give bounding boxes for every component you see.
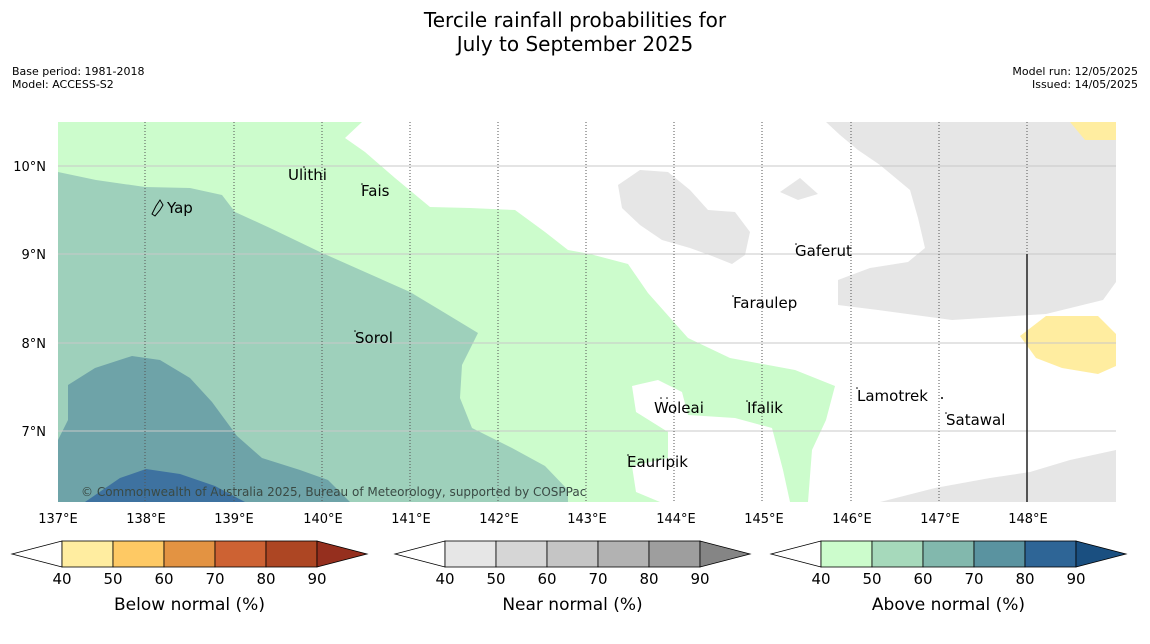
- near-normal-colorbar-low-arrow: [393, 540, 446, 568]
- place-ifalik: Ifalik: [747, 399, 783, 417]
- above-normal-colorbar-segment: [922, 540, 975, 568]
- title-line-2: July to September 2025: [456, 32, 694, 56]
- near-normal-colorbar-tick: 90: [690, 570, 709, 588]
- near-normal-colorbar-tick: 80: [639, 570, 658, 588]
- near-normal-colorbar-segment: [444, 540, 497, 568]
- lon-label-141e: 141°E: [391, 512, 431, 527]
- near-normal-colorbar-segment: [495, 540, 548, 568]
- lon-label-145e: 145°E: [744, 512, 784, 527]
- below-normal-colorbar-segment: [214, 540, 267, 568]
- lat-label-7n: 7°N: [22, 425, 47, 440]
- colorbar-legends: 40 50 60 70 80 90 Below normal (%) 40 50 60 70 80 90…: [10, 540, 1128, 615]
- near-normal-colorbar-segment: [648, 540, 701, 568]
- lon-label-148e: 148°E: [1008, 512, 1048, 527]
- model-run: Model run: 12/05/2025: [1012, 65, 1138, 78]
- below-normal-colorbar-segment: [61, 540, 114, 568]
- title-line-1: Tercile rainfall probabilities for: [423, 8, 727, 32]
- near-normal-colorbar-high-arrow: [699, 540, 752, 568]
- place-sorol: Sorol: [355, 329, 393, 347]
- above-normal-colorbar-segment: [1024, 540, 1077, 568]
- below-normal-colorbar-label: Below normal (%): [114, 595, 265, 615]
- place-satawal: Satawal: [946, 411, 1005, 429]
- lon-label-147e: 147°E: [920, 512, 960, 527]
- longitude-labels: 137°E 138°E 139°E 140°E 141°E 142°E 143°…: [38, 512, 1048, 527]
- place-labels: Ulithi Fais Yap Gaferut Faraulep Sorol L…: [166, 166, 1005, 471]
- meta-right: Model run: 12/05/2025 Issued: 14/05/2025: [1012, 65, 1138, 91]
- above-normal-colorbar: 40 50 60 70 80 90 Above normal (%): [769, 540, 1128, 615]
- near-normal-colorbar-label: Near normal (%): [502, 595, 642, 615]
- lat-label-10n: 10°N: [13, 160, 46, 175]
- near-normal-region-west: [618, 170, 750, 264]
- below-normal-colorbar-low-arrow: [10, 540, 63, 568]
- lon-label-139e: 139°E: [214, 512, 254, 527]
- above-normal-colorbar-label: Above normal (%): [872, 595, 1025, 615]
- below-normal-colorbar-segment: [112, 540, 165, 568]
- place-lamotrek: Lamotrek: [857, 387, 928, 405]
- below-normal-colorbar-high-arrow: [316, 540, 369, 568]
- below-normal-region-right: [1020, 316, 1116, 374]
- above-normal-colorbar-low-arrow: [769, 540, 822, 568]
- meta-left: Base period: 1981-2018 Model: ACCESS-S2: [12, 65, 144, 91]
- below-normal-colorbar-segment: [265, 540, 318, 568]
- above-normal-colorbar-tick: 60: [913, 570, 932, 588]
- below-normal-colorbar-tick: 50: [103, 570, 122, 588]
- place-ulithi: Ulithi: [288, 166, 327, 184]
- place-gaferut: Gaferut: [795, 242, 852, 260]
- lon-label-146e: 146°E: [832, 512, 872, 527]
- lon-label-137e: 137°E: [38, 512, 78, 527]
- below-normal-region-top: [1070, 122, 1116, 140]
- copyright-notice: © Commonwealth of Australia 2025, Bureau…: [81, 485, 586, 499]
- lon-label-140e: 140°E: [303, 512, 343, 527]
- issued-date: Issued: 14/05/2025: [1031, 78, 1138, 91]
- above-normal-60-70-region: [58, 356, 350, 502]
- base-period: Base period: 1981-2018: [12, 65, 145, 78]
- near-normal-region-east: [826, 122, 1116, 320]
- map-title: Tercile rainfall probabilities for July …: [0, 8, 1150, 56]
- latitude-labels: 10°N 9°N 8°N 7°N: [13, 160, 46, 440]
- island-markers: [303, 166, 947, 456]
- near-normal-colorbar-segment: [597, 540, 650, 568]
- lon-label-144e: 144°E: [656, 512, 696, 527]
- below-normal-colorbar-tick: 40: [52, 570, 71, 588]
- near-normal-colorbar-tick: 50: [486, 570, 505, 588]
- above-normal-colorbar-segment: [820, 540, 873, 568]
- lat-label-8n: 8°N: [22, 337, 47, 352]
- below-normal-colorbar-segment: [163, 540, 216, 568]
- map-area: Ulithi Fais Yap Gaferut Faraulep Sorol L…: [58, 122, 1116, 502]
- below-normal-colorbar-tick: 70: [205, 570, 224, 588]
- model-name: Model: ACCESS-S2: [12, 78, 114, 91]
- above-normal-colorbar-tick: 50: [862, 570, 881, 588]
- below-normal-colorbar-tick: 60: [154, 570, 173, 588]
- lon-label-138e: 138°E: [126, 512, 166, 527]
- above-normal-colorbar-tick: 80: [1015, 570, 1034, 588]
- below-normal-colorbar-tick: 80: [256, 570, 275, 588]
- lon-label-142e: 142°E: [479, 512, 519, 527]
- above-normal-colorbar-tick: 70: [964, 570, 983, 588]
- below-normal-colorbar: 40 50 60 70 80 90 Below normal (%): [10, 540, 369, 615]
- near-normal-region-small: [780, 178, 818, 200]
- above-normal-colorbar-high-arrow: [1075, 540, 1128, 568]
- near-normal-colorbar-segment: [546, 540, 599, 568]
- above-normal-70-80-region: [85, 469, 245, 502]
- near-normal-colorbar-tick: 40: [435, 570, 454, 588]
- gridlines: [58, 122, 1116, 502]
- above-normal-colorbar-segment: [973, 540, 1026, 568]
- place-faraulep: Faraulep: [733, 294, 797, 312]
- place-woleai: Woleai: [654, 399, 704, 417]
- place-fais: Fais: [361, 182, 390, 200]
- near-normal-colorbar: 40 50 60 70 80 90 Near normal (%): [393, 540, 752, 615]
- place-eauripik: Eauripik: [627, 453, 688, 471]
- yap-island-outline: [151, 199, 164, 217]
- lon-label-143e: 143°E: [567, 512, 607, 527]
- above-normal-colorbar-segment: [871, 540, 924, 568]
- above-normal-colorbar-tick: 40: [811, 570, 830, 588]
- near-normal-colorbar-tick: 70: [588, 570, 607, 588]
- lat-label-9n: 9°N: [22, 248, 47, 263]
- below-normal-colorbar-tick: 90: [307, 570, 326, 588]
- near-normal-colorbar-tick: 60: [537, 570, 556, 588]
- place-yap: Yap: [166, 199, 193, 217]
- above-normal-colorbar-tick: 90: [1066, 570, 1085, 588]
